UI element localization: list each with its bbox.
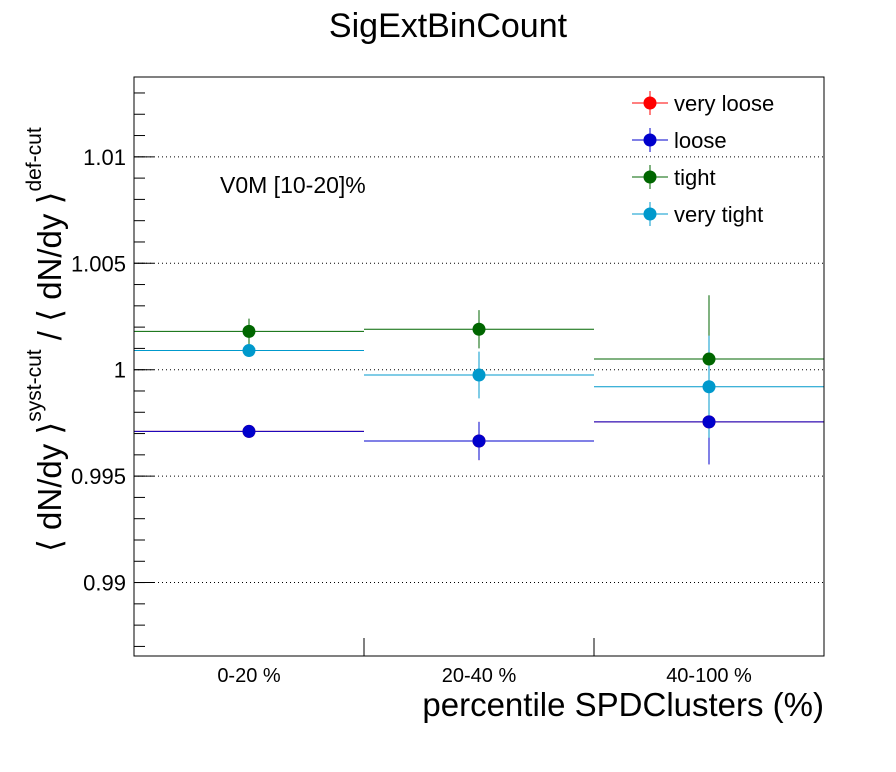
legend-label: tight — [674, 165, 716, 190]
data-point — [242, 424, 256, 438]
data-point — [702, 415, 716, 429]
plot-frame — [133, 76, 825, 657]
y-tick-label: 0.995 — [71, 464, 126, 489]
x-tick-label: 20-40 % — [442, 665, 517, 687]
y-tick-label: 0.99 — [83, 571, 126, 596]
data-point — [702, 380, 716, 394]
y-axis-label-mid: / ⟨ dN/dy ⟩ — [31, 192, 68, 350]
y-tick-label: 1.005 — [71, 251, 126, 276]
data-point — [242, 324, 256, 338]
y-axis-label: ⟨ dN/dy ⟩syst-cut / ⟨ dN/dy ⟩def-cut — [23, 127, 68, 552]
annotation-text: V0M [10-20]% — [220, 172, 366, 198]
x-axis: 0-20 % 20-40 % 40-100 % — [217, 638, 752, 687]
legend-marker — [643, 96, 657, 110]
y-axis: 0.99 0.995 1 1.005 1.01 — [71, 92, 154, 647]
data-point — [472, 368, 486, 382]
legend-label: loose — [674, 128, 727, 153]
data-point — [472, 434, 486, 448]
x-axis-label: percentile SPDClusters (%) — [422, 686, 824, 723]
data-point — [242, 344, 256, 358]
y-axis-label-main: ⟨ dN/dy ⟩ — [31, 422, 68, 552]
legend-marker — [643, 207, 657, 221]
x-tick-label: 40-100 % — [666, 665, 752, 687]
legend: very loose loose tight very tight — [632, 91, 774, 227]
data-points — [242, 322, 716, 448]
legend-marker — [643, 170, 657, 184]
chart-title: SigExtBinCount — [329, 7, 568, 45]
y-tick-label: 1 — [114, 358, 126, 383]
legend-label: very tight — [674, 202, 763, 227]
data-point — [472, 322, 486, 336]
data-point — [702, 352, 716, 366]
legend-label: very loose — [674, 91, 774, 116]
y-axis-label-sup1: syst-cut — [23, 349, 46, 422]
y-tick-label: 1.01 — [83, 145, 126, 170]
y-axis-label-sup2: def-cut — [23, 127, 46, 191]
legend-marker — [643, 133, 657, 147]
x-tick-label: 0-20 % — [217, 665, 281, 687]
